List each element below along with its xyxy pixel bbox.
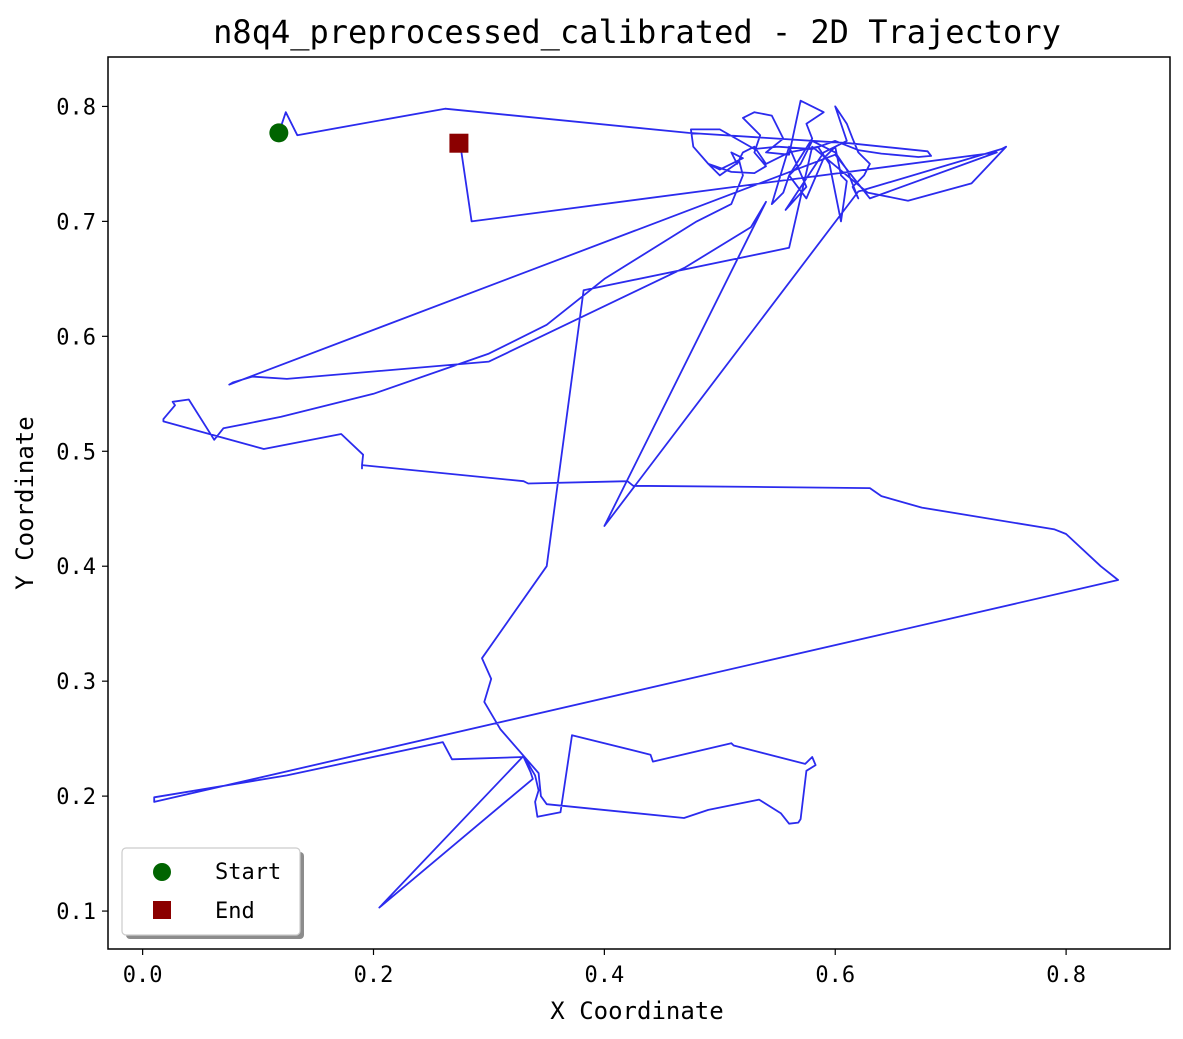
y-tick-label: 0.3 (56, 670, 96, 695)
legend-end-label: End (215, 899, 255, 924)
legend: Start End (121, 847, 304, 939)
y-tick-label: 0.1 (56, 900, 96, 925)
y-tick-label: 0.7 (56, 210, 96, 235)
chart-title: n8q4_preprocessed_calibrated - 2D Trajec… (213, 13, 1061, 51)
x-tick-label: 0.4 (584, 963, 624, 988)
y-tick-label: 0.4 (56, 555, 96, 580)
y-axis-label: Y Coordinate (11, 416, 39, 589)
y-tick-label: 0.6 (56, 325, 96, 350)
legend-start-marker (153, 863, 171, 881)
end-marker (449, 133, 469, 153)
trajectory-line (153, 99, 1119, 909)
legend-start-label: Start (215, 860, 281, 885)
x-tick-label: 0.6 (815, 963, 855, 988)
plot-area (153, 99, 1119, 909)
x-axis-label: X Coordinate (550, 997, 723, 1025)
x-tick-label: 0.8 (1046, 963, 1086, 988)
legend-end-marker (153, 901, 171, 919)
y-tick-label: 0.8 (56, 95, 96, 120)
x-tick-label: 0.2 (354, 963, 394, 988)
x-axis-ticks: 0.0 0.2 0.4 0.6 0.8 (123, 949, 1086, 988)
y-tick-label: 0.2 (56, 785, 96, 810)
y-axis-ticks: 0.1 0.2 0.3 0.4 0.5 0.6 0.7 0.8 (56, 95, 108, 925)
x-tick-label: 0.0 (123, 963, 163, 988)
plot-frame (107, 56, 1171, 950)
start-marker (269, 123, 289, 143)
y-tick-label: 0.5 (56, 440, 96, 465)
